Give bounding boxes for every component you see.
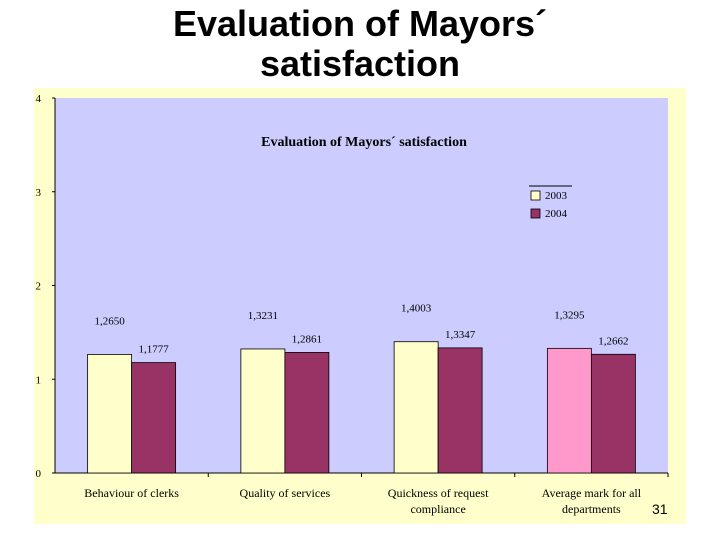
slide-title: Evaluation of Mayors´ satisfaction (0, 4, 720, 84)
data-label-2004: 1,1777 (139, 344, 170, 356)
y-tick-label: 1 (36, 374, 42, 386)
y-tick-label: 0 (36, 468, 42, 480)
data-label-2003: 1,3231 (248, 310, 278, 322)
data-label-2003: 1,4003 (401, 303, 432, 315)
y-tick-label: 3 (36, 187, 42, 199)
data-label-2003: 1,2650 (95, 315, 126, 327)
x-axis-labels: Behaviour of clerks Quality of services Qu… (84, 473, 669, 516)
legend-label-2003: 2003 (545, 190, 568, 202)
bar-2003 (393, 341, 439, 474)
slide-title-line2: satisfaction (259, 43, 461, 84)
legend: 2003 2004 (529, 185, 572, 220)
bar-2004 (131, 362, 177, 474)
bar-2003 (87, 354, 133, 474)
bar-2004 (284, 352, 330, 474)
x-tick-label: Quickness of request (388, 486, 489, 500)
legend-swatch-2003 (530, 190, 541, 201)
x-tick-label: Average mark for all (542, 486, 642, 500)
bar-2004 (437, 347, 483, 474)
x-tick-label: compliance (410, 502, 465, 516)
x-tick-label: Behaviour of clerks (84, 486, 179, 500)
page-number: 31 (652, 501, 668, 517)
legend-label-2004: 2004 (545, 208, 568, 220)
bars-group: 1,2650 1,1777 1,3231 1,2861 1,4003 1,3347 1,32… (87, 303, 636, 474)
y-tick-label: 2 (36, 281, 42, 293)
slide-title-line1: Evaluation of Mayors´ (172, 3, 548, 44)
data-label-2004: 1,2861 (292, 333, 322, 345)
data-label-2003: 1,3295 (554, 309, 585, 321)
y-axis-ticks: 0 1 2 3 4 (36, 93, 55, 480)
chart-title: Evaluation of Mayors´ satisfaction (261, 135, 467, 150)
x-tick-label: departments (562, 502, 621, 516)
y-tick-label: 4 (36, 93, 42, 105)
bar-2003 (546, 347, 592, 474)
data-label-2004: 1,2662 (598, 335, 628, 347)
bar-2003 (240, 348, 286, 474)
data-label-2004: 1,3347 (445, 329, 476, 341)
legend-swatch-2004 (530, 208, 541, 219)
x-tick-label: Quality of services (240, 486, 331, 500)
bar-2004 (590, 353, 636, 474)
